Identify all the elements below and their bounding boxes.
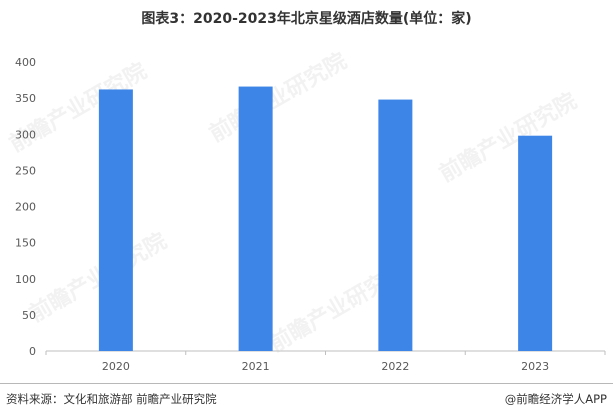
x-tick-label: 2023 — [521, 360, 549, 373]
x-tick-label: 2020 — [102, 360, 130, 373]
x-tick-label: 2022 — [381, 360, 409, 373]
y-tick-label: 150 — [15, 237, 36, 250]
bar-2022 — [378, 99, 413, 351]
y-axis: 0 50 100 150 200 250 300 350 400 — [15, 56, 36, 358]
y-tick-label: 50 — [22, 309, 36, 322]
y-tick-label: 400 — [15, 56, 36, 69]
bar-2020 — [98, 89, 133, 351]
bars — [98, 86, 553, 351]
brand-credit: @前瞻经济学人APP — [504, 392, 607, 406]
y-tick-label: 0 — [29, 345, 36, 358]
y-tick-label: 100 — [15, 273, 36, 286]
bar-2021 — [238, 86, 273, 351]
x-tick-label: 2021 — [242, 360, 270, 373]
y-tick-label: 300 — [15, 128, 36, 141]
bar-2023 — [518, 135, 553, 351]
x-axis: 2020 2021 2022 2023 — [45, 350, 606, 373]
y-tick-label: 350 — [15, 92, 36, 105]
chart-title: 图表3：2020-2023年北京星级酒店数量(单位：家) — [141, 11, 472, 27]
y-tick-label: 250 — [15, 164, 36, 177]
footer: 资料来源：文化和旅游部 前瞻产业研究院 @前瞻经济学人APP — [0, 383, 613, 414]
y-tick-label: 200 — [15, 201, 36, 214]
source-note: 资料来源：文化和旅游部 前瞻产业研究院 — [6, 392, 217, 406]
